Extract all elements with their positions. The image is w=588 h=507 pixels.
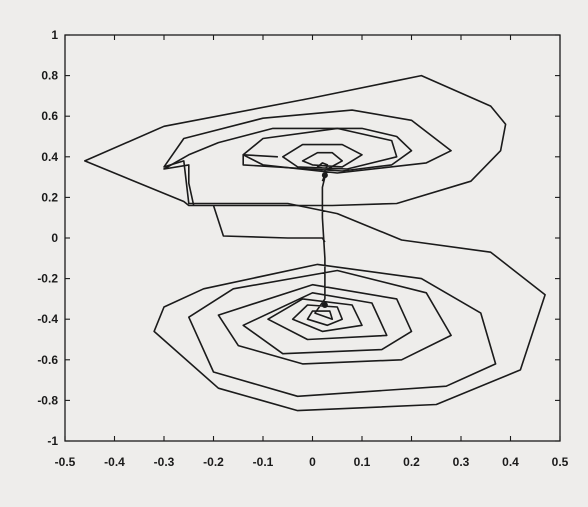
- x-axis: -0.5 -0.4 -0.3 -0.2 -0.1 0 0.1 0.2 0.3 0.4 0.5: [55, 35, 569, 469]
- trajectory-line-2: [84, 74, 507, 243]
- equilibrium-point-2: [321, 301, 328, 308]
- y-axis: 1 0.8 0.6 0.4 0.2 0 -0.2 -0.4 -0.6 -0.8 -1: [37, 28, 560, 448]
- y-tick-label: 0.8: [41, 69, 58, 83]
- y-tick-label: -0.2: [37, 272, 58, 286]
- y-tick-label: 0.6: [41, 109, 58, 123]
- y-tick-label: 0: [51, 231, 58, 245]
- trajectory-line-1: [153, 109, 546, 412]
- x-tick-label: -0.1: [253, 455, 274, 469]
- y-tick-label: 1: [51, 28, 58, 42]
- x-tick-label: 0.4: [502, 455, 519, 469]
- equilibrium-point-1: [321, 172, 328, 179]
- y-tick-label: 0.4: [41, 150, 58, 164]
- x-tick-label: 0.1: [354, 455, 371, 469]
- x-tick-label: -0.3: [154, 455, 175, 469]
- plot-area: [84, 74, 546, 412]
- x-tick-label: -0.4: [104, 455, 125, 469]
- y-tick-label: 0.2: [41, 190, 58, 204]
- x-tick-label: -0.5: [55, 455, 76, 469]
- y-tick-label: -0.4: [37, 312, 58, 326]
- x-tick-label: 0.2: [403, 455, 420, 469]
- x-tick-label: -0.2: [203, 455, 224, 469]
- x-tick-label: 0.5: [552, 455, 569, 469]
- y-tick-label: -0.6: [37, 353, 58, 367]
- y-tick-label: -0.8: [37, 393, 58, 407]
- x-tick-label: 0: [309, 455, 316, 469]
- x-tick-label: 0.3: [453, 455, 470, 469]
- y-tick-label: -1: [47, 434, 58, 448]
